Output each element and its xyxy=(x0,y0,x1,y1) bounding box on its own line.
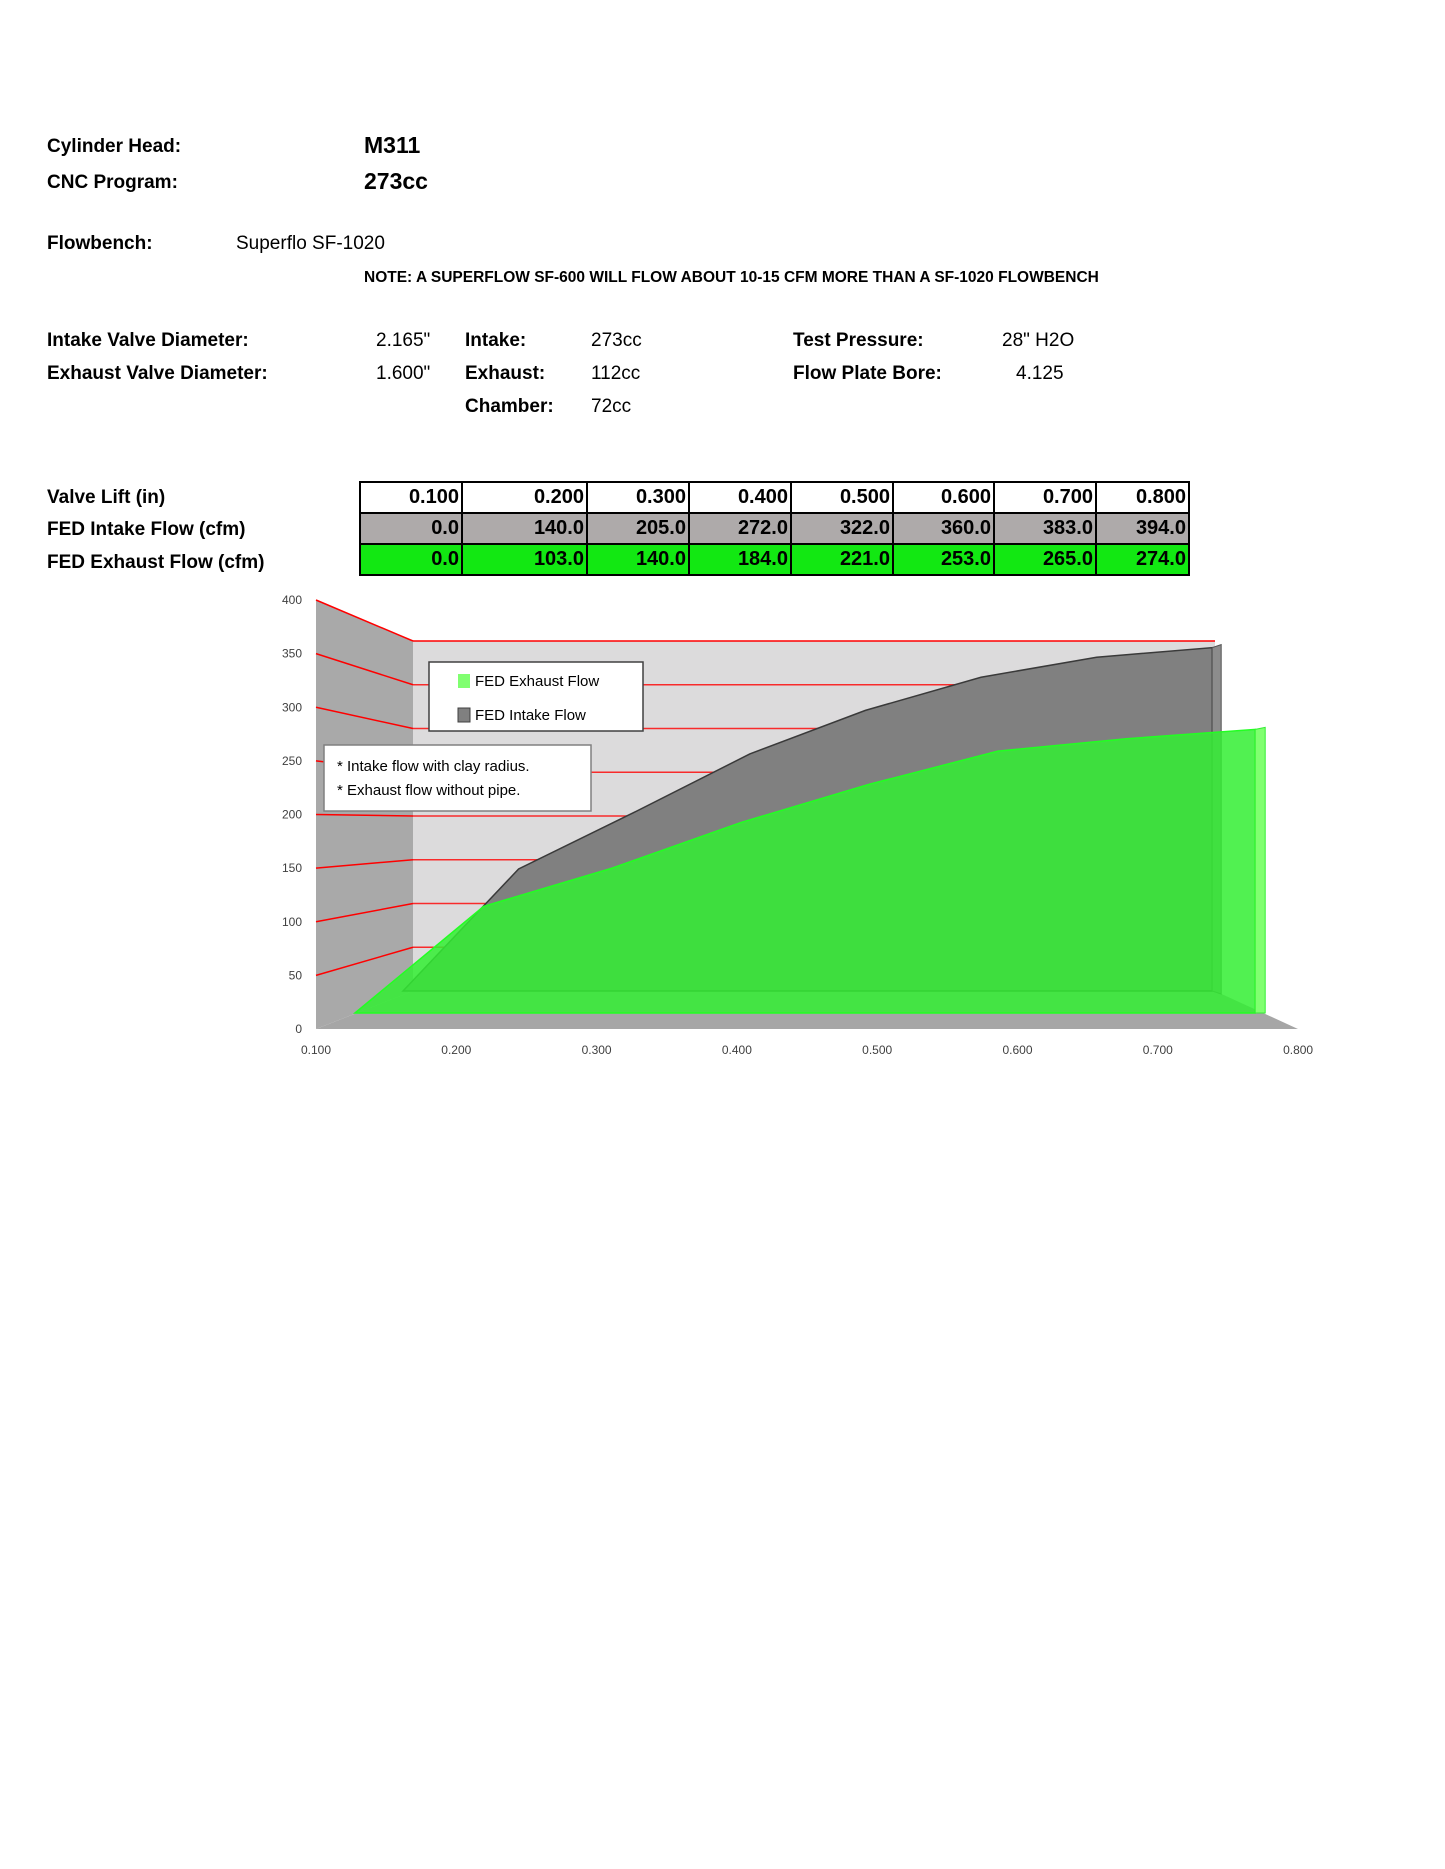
intake-valve-value: 2.165" xyxy=(376,330,431,351)
table-cell-exhaust: 265.0 xyxy=(993,543,1097,576)
gridline-side xyxy=(315,813,414,817)
test-pressure-label: Test Pressure: xyxy=(793,330,924,351)
table-cell-lift: 0.100 xyxy=(359,481,463,514)
exhaust-row: 0.0 103.0 140.0 184.0 221.0 253.0 265.0 274.0 xyxy=(359,543,1190,576)
table-cell-lift: 0.700 xyxy=(993,481,1097,514)
table-cell-lift: 0.300 xyxy=(586,481,690,514)
test-pressure-value: 28" H2O xyxy=(1002,330,1075,351)
row-label-lift: Valve Lift (in) xyxy=(47,487,166,508)
exhaust-valve-value: 1.600" xyxy=(376,363,431,384)
x-tick-label: 0.600 xyxy=(1002,1043,1032,1057)
gridline-side xyxy=(315,599,414,642)
x-tick-label: 0.300 xyxy=(582,1043,612,1057)
chamber-label: Chamber: xyxy=(465,396,554,417)
table-cell-exhaust: 103.0 xyxy=(461,543,588,576)
x-tick-label: 0.200 xyxy=(441,1043,471,1057)
cylinder-head-value: M311 xyxy=(364,132,421,158)
gridline-side xyxy=(315,706,414,730)
exhaust-volume-label: Exhaust: xyxy=(465,363,546,384)
table-cell-intake: 383.0 xyxy=(993,512,1097,545)
table-cell-exhaust: 184.0 xyxy=(688,543,792,576)
table-cell-exhaust: 253.0 xyxy=(892,543,995,576)
table-cell-lift: 0.600 xyxy=(892,481,995,514)
chamber-value: 72cc xyxy=(591,396,632,417)
flowbench-note: NOTE: A SUPERFLOW SF-600 WILL FLOW ABOUT… xyxy=(364,269,1099,286)
gridline-side xyxy=(315,652,414,686)
table-cell-intake: 322.0 xyxy=(790,512,894,545)
cnc-program-label: CNC Program: xyxy=(47,172,178,193)
x-tick-label: 0.800 xyxy=(1283,1043,1313,1057)
table-cell-intake: 0.0 xyxy=(359,512,463,545)
legend-swatch-exhaust xyxy=(458,674,470,688)
y-tick-label: 200 xyxy=(282,808,302,822)
y-tick-label: 150 xyxy=(282,861,302,875)
flow-plate-label: Flow Plate Bore: xyxy=(793,363,942,384)
table-cell-intake: 272.0 xyxy=(688,512,792,545)
y-tick-label: 300 xyxy=(282,700,302,714)
x-tick-label: 0.100 xyxy=(301,1043,331,1057)
flow-plate-value: 4.125 xyxy=(1016,363,1064,384)
x-tick-label: 0.500 xyxy=(862,1043,892,1057)
exhaust-volume-value: 112cc xyxy=(591,363,641,384)
y-tick-label: 250 xyxy=(282,754,302,768)
exhaust-valve-label: Exhaust Valve Diameter: xyxy=(47,363,268,384)
table-cell-lift: 0.800 xyxy=(1095,481,1190,514)
table-cell-exhaust: 140.0 xyxy=(586,543,690,576)
row-label-exhaust: FED Exhaust Flow (cfm) xyxy=(47,552,265,573)
gridline-side xyxy=(315,946,414,977)
intake-volume-value: 273cc xyxy=(591,330,642,351)
table-cell-lift: 0.500 xyxy=(790,481,894,514)
x-tick-label: 0.400 xyxy=(722,1043,752,1057)
chart-legend: FED Exhaust Flow FED Intake Flow xyxy=(428,661,644,732)
table-cell-intake: 205.0 xyxy=(586,512,690,545)
y-tick-label: 0 xyxy=(295,1022,302,1036)
table-cell-exhaust: 274.0 xyxy=(1095,543,1190,576)
table-cell-lift: 0.400 xyxy=(688,481,792,514)
table-cell-intake: 394.0 xyxy=(1095,512,1190,545)
flowbench-label: Flowbench: xyxy=(47,233,153,254)
table-cell-intake: 140.0 xyxy=(461,512,588,545)
flowbench-value: Superflo SF-1020 xyxy=(236,233,385,254)
annotation-box xyxy=(323,744,592,812)
legend-label-exhaust: FED Exhaust Flow xyxy=(475,673,599,690)
gridline-side xyxy=(315,859,414,869)
flow-table: 0.100 0.200 0.300 0.400 0.500 0.600 0.700 0.800… xyxy=(359,481,1190,576)
flow-chart: 0 50 100 150 200 250 300 350 400 0.100 0.200 0.300 0… xyxy=(282,593,1313,1057)
row-label-intake: FED Intake Flow (cfm) xyxy=(47,519,246,540)
y-tick-label: 400 xyxy=(282,593,302,607)
annotation-line: * Intake flow with clay radius. xyxy=(337,758,530,775)
y-tick-label: 350 xyxy=(282,647,302,661)
y-tick-label: 50 xyxy=(289,968,303,982)
intake-valve-label: Intake Valve Diameter: xyxy=(47,330,249,351)
legend-swatch-intake xyxy=(457,707,471,723)
x-tick-label: 0.700 xyxy=(1143,1043,1173,1057)
table-cell-exhaust: 0.0 xyxy=(359,543,463,576)
series-exhaust-side xyxy=(1254,726,1266,1014)
table-cell-intake: 360.0 xyxy=(892,512,995,545)
table-cell-lift: 0.200 xyxy=(461,481,588,514)
chart-annotation: * Intake flow with clay radius. * Exhaust… xyxy=(323,744,592,812)
cylinder-head-label: Cylinder Head: xyxy=(47,136,182,157)
intake-volume-label: Intake: xyxy=(465,330,527,351)
lift-row: 0.100 0.200 0.300 0.400 0.500 0.600 0.700 0.800 xyxy=(359,481,1190,514)
cnc-program-value: 273cc xyxy=(364,168,428,194)
table-cell-exhaust: 221.0 xyxy=(790,543,894,576)
annotation-line: * Exhaust flow without pipe. xyxy=(337,782,520,799)
legend-label-intake: FED Intake Flow xyxy=(475,707,586,724)
intake-row: 0.0 140.0 205.0 272.0 322.0 360.0 383.0 394.0 xyxy=(359,512,1190,545)
gridline-side xyxy=(315,902,414,923)
y-tick-label: 100 xyxy=(282,915,302,929)
